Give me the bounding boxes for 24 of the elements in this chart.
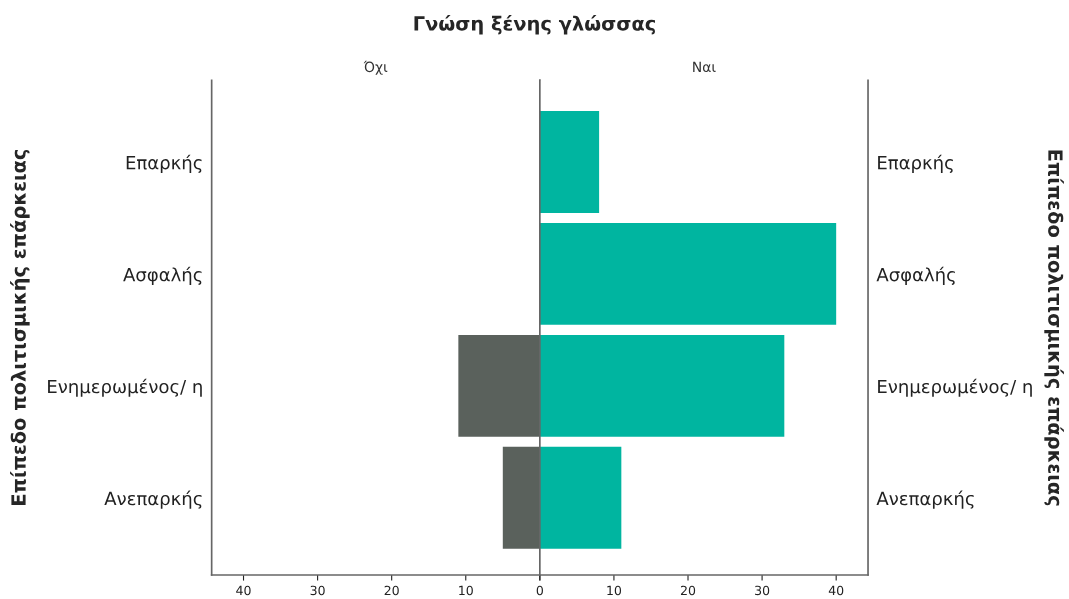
x-tick-label: 40 xyxy=(236,585,251,596)
chart-title: Γνώση ξένης γλώσσας xyxy=(414,14,656,35)
x-tick-label: 30 xyxy=(310,585,325,596)
x-tick-label: 20 xyxy=(384,585,399,596)
y-tick-label: Ανεπαρκής xyxy=(876,490,974,509)
y-tick-label: Επαρκής xyxy=(878,154,953,173)
bar xyxy=(539,111,600,213)
y-axis-title: Επίπεδο πολιτισμικής επάρκειας xyxy=(10,149,30,505)
chart-subtitle: Όχι xyxy=(363,60,388,75)
bar xyxy=(539,222,837,325)
x-tick-label: 20 xyxy=(680,585,696,596)
y-tick-label: Ανεπαρκής xyxy=(104,490,202,509)
chart-subtitle: Ναι xyxy=(693,61,716,73)
y-tick-label: Επαρκής xyxy=(126,154,202,173)
x-tick-label: 10 xyxy=(459,585,473,596)
y-tick-label: Ασφαλής xyxy=(876,266,955,285)
y-tick-label: Ασφαλής xyxy=(123,266,202,285)
x-tick-label: 0 xyxy=(536,585,543,596)
x-tick-label: 40 xyxy=(828,585,844,596)
y-tick-label: Ενημερωμένος/ η xyxy=(878,378,1032,397)
x-tick-label: 30 xyxy=(755,585,770,596)
x-tick-label: 10 xyxy=(607,585,622,596)
y-tick-label: Ενημερωμένος/ η xyxy=(48,378,202,397)
y-axis-title: Επίπεδο πολιτισμικής επάρκειας xyxy=(1044,150,1064,506)
